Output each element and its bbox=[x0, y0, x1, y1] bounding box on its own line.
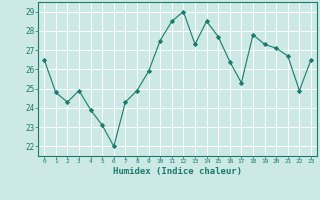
X-axis label: Humidex (Indice chaleur): Humidex (Indice chaleur) bbox=[113, 167, 242, 176]
